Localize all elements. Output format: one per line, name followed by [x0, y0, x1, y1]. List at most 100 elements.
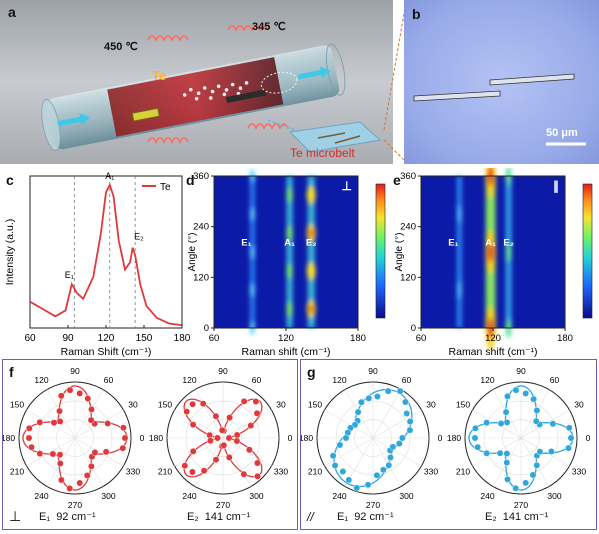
caption-mode: E₂: [187, 511, 199, 523]
polar-angle-label: 120: [34, 375, 48, 385]
data-point: [225, 434, 233, 442]
data-point: [253, 409, 261, 417]
polar-plots-parallel: 9060300330300270240210180150120906030033…: [299, 366, 591, 510]
caption-value: 141 cm⁻¹: [502, 511, 549, 523]
polar-angle-label: 270: [514, 500, 528, 510]
data-point: [189, 421, 197, 429]
polar-angle-label: 0: [586, 433, 591, 443]
data-point: [183, 408, 191, 416]
legend-label: Te: [160, 182, 171, 193]
data-point: [212, 412, 220, 420]
data-point: [189, 400, 197, 408]
data-point: [254, 472, 261, 480]
data-point: [226, 414, 234, 422]
y-axis-label: Angle (°): [395, 232, 405, 271]
polar-angle-label: 120: [332, 375, 346, 385]
peak-label-e2: E₂: [134, 232, 144, 242]
data-point: [533, 461, 541, 469]
polar-angle-label: 270: [216, 500, 230, 510]
x-tick-label: 150: [136, 333, 153, 344]
polar-angle-label: 330: [424, 467, 438, 477]
polar-angle-label: 240: [34, 491, 48, 501]
polar-angle-label: 300: [547, 491, 561, 501]
polar-angle-label: 90: [368, 366, 378, 376]
data-point: [406, 426, 414, 434]
data-point: [331, 462, 339, 469]
polar-angle-label: 330: [572, 467, 586, 477]
peak-label: E₁: [241, 238, 251, 249]
data-point: [503, 418, 511, 426]
polarization-mode: ⊥: [342, 179, 352, 193]
panel-f-left-caption: E₁ 92 cm⁻¹: [39, 510, 96, 523]
x-tick-label: 60: [209, 333, 220, 344]
data-point: [532, 417, 540, 425]
x-tick-label: 120: [98, 333, 115, 344]
data-point: [25, 434, 33, 442]
intensity-map: [249, 169, 316, 335]
data-point: [36, 450, 44, 458]
data-point: [212, 456, 220, 464]
x-tick-label: 120: [278, 333, 294, 344]
polar-angle-label: 60: [252, 375, 262, 385]
polar-angle-label: 0: [288, 433, 293, 443]
polar-angle-label: 150: [158, 400, 172, 410]
data-point: [406, 418, 414, 425]
data-point: [57, 392, 65, 400]
data-point: [56, 451, 64, 459]
furnace-illustration: [41, 25, 382, 153]
x-axis-label: Raman shift (cm⁻¹): [242, 346, 331, 358]
data-point: [76, 389, 84, 397]
data-point: [401, 398, 409, 406]
x-tick-label: 60: [416, 333, 427, 344]
panel-a: a 450 ℃ 345 ℃ Te Te microbelt: [0, 0, 393, 164]
data-point: [188, 468, 196, 476]
polar-angle-label: 210: [308, 467, 322, 477]
polar-angle-label: 240: [332, 491, 346, 501]
data-point: [233, 437, 241, 445]
data-point: [483, 419, 491, 427]
data-point: [472, 424, 479, 432]
polar-spoke: [26, 409, 124, 467]
hotspot-core: [308, 304, 314, 314]
panel-e-label: e: [393, 172, 401, 188]
data-point: [36, 418, 44, 426]
polar-angle-label: 90: [218, 366, 228, 376]
data-point: [247, 422, 255, 430]
caption-value: 141 cm⁻¹: [204, 511, 251, 523]
y-tick-label: 360: [193, 171, 209, 182]
data-point: [91, 449, 99, 456]
data-point: [565, 424, 573, 432]
polar-angle-label: 240: [480, 491, 494, 501]
polar-angle-label: 30: [128, 400, 138, 410]
hotspot: [286, 263, 293, 279]
polar-angle-label: 180: [3, 433, 15, 443]
data-point: [365, 394, 373, 402]
hotspot: [306, 186, 316, 204]
data-point: [522, 390, 530, 397]
data-point: [536, 448, 544, 456]
data-point: [504, 392, 511, 400]
hotspot: [286, 225, 293, 241]
data-point: [496, 449, 504, 457]
polar-angle-label: 180: [447, 433, 461, 443]
panel-f-mode: ⊥: [9, 508, 22, 524]
hotspot: [286, 187, 293, 203]
data-point: [530, 395, 538, 403]
polar-angle-label: 150: [308, 400, 322, 410]
polar-angle-label: 60: [550, 375, 560, 385]
data-point: [387, 454, 394, 461]
raman-band: [286, 176, 293, 328]
polar-angle-label: 90: [70, 366, 80, 376]
raman-spectrum-chart: 60 90 120 150 180 Raman Shift (cm⁻¹) Intensity…: [4, 171, 191, 358]
y-tick-label: 120: [400, 272, 416, 283]
polar-spoke: [174, 409, 272, 467]
data-point: [56, 417, 64, 425]
data-point: [119, 444, 127, 452]
panel-f: 90 60 30 0 330 300 270 240 210 180 150 120 90 60 30 0 33…: [1, 359, 298, 530]
data-point: [565, 444, 572, 452]
temp-left: 450 ℃: [104, 41, 138, 53]
data-point: [25, 424, 33, 432]
data-point: [233, 431, 241, 439]
data-point: [57, 476, 65, 484]
data-point: [220, 441, 228, 449]
